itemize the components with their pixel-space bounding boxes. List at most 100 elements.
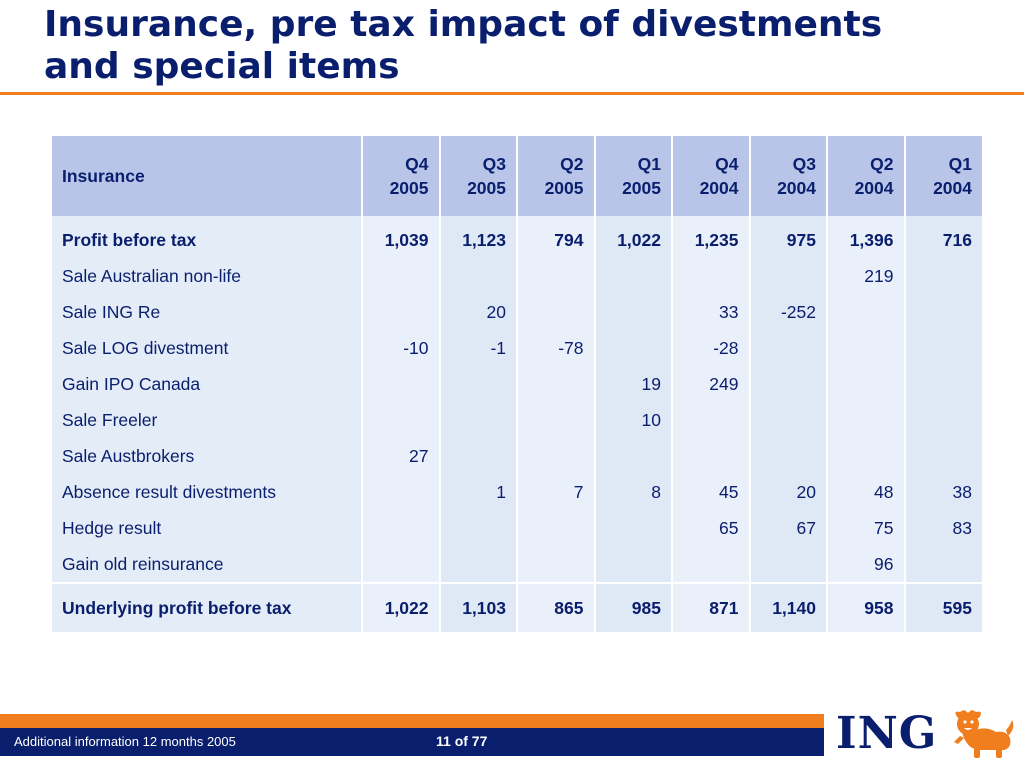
slide-title: Insurance, pre tax impact of divestments… [44,4,1004,88]
row-value [439,258,518,294]
row-value [749,438,828,474]
row-value: 10 [594,402,673,438]
row-value [904,402,982,438]
row-value [362,402,441,438]
row-value [749,546,828,583]
row-value: -28 [672,330,751,366]
row-value [439,510,518,546]
row-value [749,402,828,438]
row-value: 1,235 [672,216,751,258]
row-value: -1 [439,330,518,366]
header-col-8: Q1 2004 [904,136,982,216]
row-value: -252 [749,294,828,330]
row-value [439,438,518,474]
row-value [517,510,596,546]
row-value [904,294,982,330]
row-value [749,366,828,402]
row-value [827,294,906,330]
row-label: Hedge result [52,510,363,546]
row-value [517,438,596,474]
row-value [517,366,596,402]
logo-text: ING [836,708,938,759]
header-col-3: Q2 2005 [517,136,596,216]
row-value [362,510,441,546]
row-value: 1 [439,474,518,510]
row-value: 871 [672,582,751,632]
table-row: Absence result divestments 1 7 8 45 20 48 38 [52,474,982,510]
footer-navy-bar [0,728,824,756]
row-value: 20 [439,294,518,330]
row-value: 45 [672,474,751,510]
footer-caption: Additional information 12 months 2005 [14,734,236,749]
row-value: 96 [827,546,906,583]
row-value [672,546,751,583]
row-value: 716 [904,216,982,258]
row-value [517,402,596,438]
insurance-table: Insurance Q4 2005 Q3 2005 Q2 2005 Q1 2005 Q4… [52,136,982,632]
row-value: 33 [672,294,751,330]
header-label: Insurance [52,136,363,216]
row-value [904,330,982,366]
row-label: Underlying profit before tax [52,582,363,632]
header-col-7: Q2 2004 [827,136,906,216]
row-value [827,402,906,438]
header-col-1: Q4 2005 [362,136,441,216]
row-value: 595 [904,582,982,632]
table-total-row: Underlying profit before tax 1,022 1,103 86… [52,582,982,632]
row-value: 985 [594,582,673,632]
row-value [517,546,596,583]
header-col-5: Q4 2004 [672,136,751,216]
row-value [904,258,982,294]
header-col-2: Q3 2005 [439,136,518,216]
row-value [594,330,673,366]
row-value: 1,123 [439,216,518,258]
row-value [517,294,596,330]
title-line-1: Insurance, pre tax impact of divestments [44,4,883,45]
row-value: 20 [749,474,828,510]
row-value: 958 [827,582,906,632]
row-value [362,294,441,330]
row-value [749,258,828,294]
table-header-row: Insurance Q4 2005 Q3 2005 Q2 2005 Q1 2005 Q4… [52,136,982,216]
table-row: Sale LOG divestment -10 -1 -78 -28 [52,330,982,366]
row-label: Sale Australian non-life [52,258,363,294]
row-value: 1,022 [594,216,673,258]
row-value [672,438,751,474]
row-value: 7 [517,474,596,510]
row-value [594,438,673,474]
row-value: 1,022 [362,582,441,632]
row-value [362,474,441,510]
row-value: -10 [362,330,441,366]
row-value: 65 [672,510,751,546]
row-value [904,546,982,583]
row-value [594,294,673,330]
row-value: 27 [362,438,441,474]
row-value [439,366,518,402]
row-label: Sale ING Re [52,294,363,330]
table-row: Hedge result 65 67 75 83 [52,510,982,546]
lion-icon [954,710,1014,758]
row-value [362,258,441,294]
row-value [904,438,982,474]
row-value: 38 [904,474,982,510]
row-value: 794 [517,216,596,258]
row-label: Sale LOG divestment [52,330,363,366]
row-value [749,330,828,366]
ing-logo: ING [836,706,1016,762]
row-value: 67 [749,510,828,546]
row-value: 1,140 [749,582,828,632]
row-value [362,366,441,402]
title-line-2: and special items [44,46,400,87]
table-row: Sale Freeler 10 [52,402,982,438]
header-col-4: Q1 2005 [594,136,673,216]
row-value [672,258,751,294]
row-label: Profit before tax [52,216,363,258]
row-label: Sale Austbrokers [52,438,363,474]
page-number: 11 of 77 [436,733,488,749]
row-value: 75 [827,510,906,546]
row-label: Gain IPO Canada [52,366,363,402]
row-value: 249 [672,366,751,402]
row-value: 19 [594,366,673,402]
row-value [362,546,441,583]
table-row: Profit before tax 1,039 1,123 794 1,022 1,235… [52,216,982,258]
